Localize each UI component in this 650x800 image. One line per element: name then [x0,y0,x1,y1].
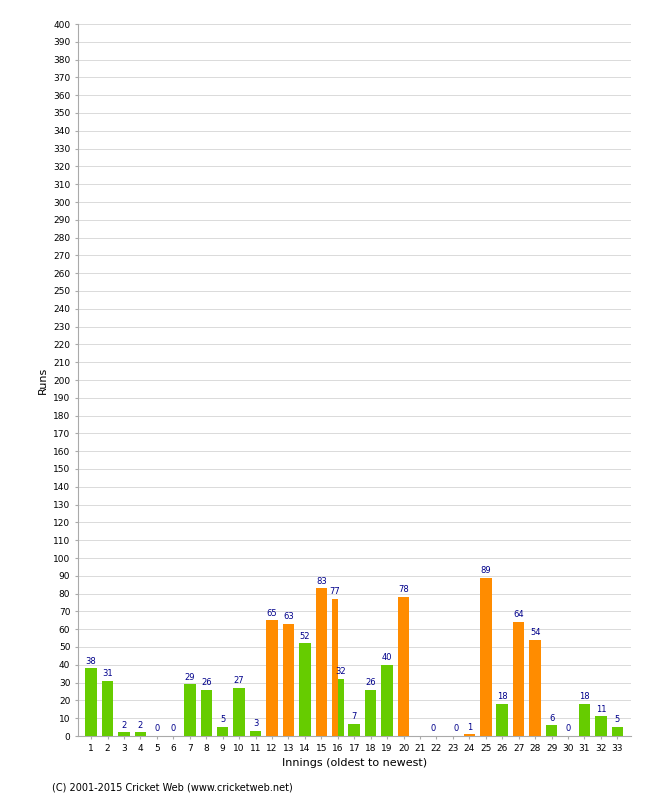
Bar [612,727,623,736]
Bar [200,690,212,736]
Bar [316,588,327,736]
Text: 5: 5 [615,715,620,725]
Text: 26: 26 [365,678,376,687]
Text: 54: 54 [530,628,540,638]
Y-axis label: Runs: Runs [38,366,47,394]
Bar [348,723,360,736]
Text: 7: 7 [352,712,357,721]
Text: 83: 83 [316,577,327,586]
Text: 31: 31 [102,669,113,678]
Text: 77: 77 [330,587,341,596]
Text: 63: 63 [283,612,294,621]
Bar [135,733,146,736]
Bar [338,679,344,736]
Text: 64: 64 [514,610,524,619]
Text: 3: 3 [253,719,258,728]
Text: 52: 52 [300,632,310,641]
Text: 0: 0 [566,724,571,734]
Bar [513,622,525,736]
Text: 1: 1 [467,722,472,731]
Text: (C) 2001-2015 Cricket Web (www.cricketweb.net): (C) 2001-2015 Cricket Web (www.cricketwe… [52,782,292,792]
Text: 5: 5 [220,715,226,725]
Bar [233,688,245,736]
Text: 65: 65 [266,609,278,618]
Bar [266,620,278,736]
Text: 0: 0 [154,724,159,734]
Bar [299,643,311,736]
Bar [463,734,475,736]
Text: 38: 38 [86,657,97,666]
Text: 2: 2 [138,721,143,730]
Bar [102,681,113,736]
Text: 27: 27 [234,676,244,686]
Bar [480,578,491,736]
Bar [85,668,97,736]
Text: 0: 0 [430,724,436,734]
Text: 26: 26 [201,678,211,687]
Bar [595,717,606,736]
Bar [217,727,228,736]
Text: 2: 2 [122,721,127,730]
Bar [365,690,376,736]
Bar [398,597,410,736]
Text: 89: 89 [480,566,491,575]
Bar [529,640,541,736]
Bar [578,704,590,736]
Bar [118,733,130,736]
Bar [332,599,338,736]
Text: 18: 18 [497,692,508,702]
Bar [382,665,393,736]
Text: 0: 0 [454,724,459,734]
Bar [283,624,294,736]
Text: 78: 78 [398,586,409,594]
Bar [546,726,557,736]
Text: 40: 40 [382,653,393,662]
Text: 11: 11 [595,705,606,714]
Bar [250,730,261,736]
Text: 29: 29 [185,673,195,682]
Text: 6: 6 [549,714,554,722]
Text: 32: 32 [335,667,346,676]
Bar [184,684,196,736]
Bar [497,704,508,736]
Text: 18: 18 [579,692,590,702]
Text: 0: 0 [171,724,176,734]
X-axis label: Innings (oldest to newest): Innings (oldest to newest) [281,758,427,768]
